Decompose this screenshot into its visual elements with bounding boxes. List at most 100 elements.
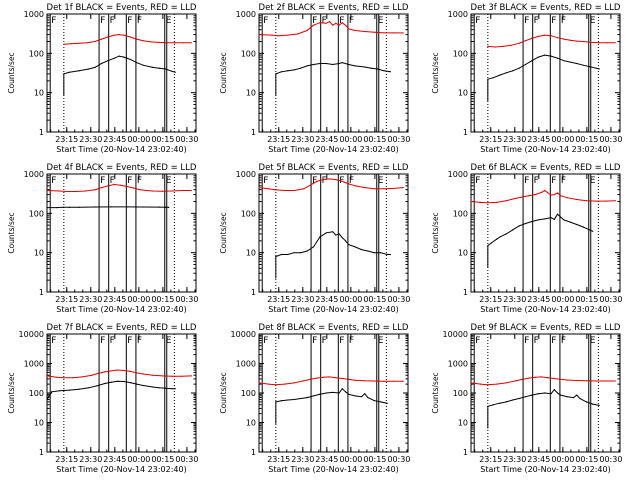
events-point	[275, 73, 277, 75]
lld-point	[540, 191, 543, 194]
events-point	[158, 387, 160, 389]
event-flag-label: F	[51, 336, 56, 346]
y-tick-label: 1000	[236, 10, 256, 19]
events-point	[118, 55, 120, 57]
events-point	[142, 206, 144, 208]
lld-point	[569, 39, 571, 41]
events-point	[505, 233, 507, 235]
lld-point	[46, 375, 48, 377]
x-tick-label: 23:30	[503, 455, 526, 464]
lld-point	[129, 36, 131, 38]
y-tick-label: 10	[34, 89, 44, 98]
event-flag-label: F	[339, 16, 344, 26]
x-tick-label: 23:45	[315, 135, 338, 144]
lld-point	[364, 380, 366, 382]
events-point	[293, 252, 295, 254]
event-flag-label: F	[534, 176, 539, 186]
lld-point	[494, 46, 496, 48]
events-point	[62, 206, 64, 208]
events-point	[386, 402, 388, 404]
events-point	[88, 68, 90, 70]
x-tick-label: 00:30	[175, 295, 198, 304]
lld-point	[123, 34, 125, 36]
lld-point	[86, 42, 88, 44]
lld-point	[550, 194, 552, 196]
panel-title: Det 7f BLACK = Events, RED = LLD	[47, 323, 197, 333]
event-flag-label: F	[551, 336, 556, 346]
lld-point	[190, 375, 192, 377]
lld-point	[373, 31, 375, 33]
lld-point	[271, 34, 273, 36]
event-flag-label: F	[263, 176, 268, 186]
events-point	[63, 73, 65, 75]
events-point	[360, 396, 363, 398]
x-tick-label: 00:00	[339, 135, 362, 144]
event-flag-label: F	[322, 336, 327, 346]
x-tick-label: 23:15	[267, 135, 290, 144]
events-point	[152, 66, 154, 68]
x-tick-label: 00:30	[599, 455, 622, 464]
events-point	[531, 220, 533, 223]
events-point	[380, 252, 382, 254]
x-tick-label: 23:45	[315, 295, 338, 304]
y-tick-label: 1000	[24, 170, 44, 179]
lld-point	[65, 190, 67, 193]
lld-point	[325, 22, 327, 24]
detector-panel: Det 3f BLACK = Events, RED = LLD 1 10 100 10…	[431, 3, 622, 154]
lld-point	[118, 33, 120, 36]
events-point	[174, 388, 176, 390]
y-tick-label: 100	[453, 209, 468, 218]
lld-point	[341, 22, 343, 24]
lld-point	[402, 32, 404, 34]
events-point	[492, 404, 495, 406]
lld-point	[566, 379, 568, 381]
panel-title: Det 5f BLACK = Events, RED = LLD	[259, 163, 409, 173]
y-tick-label: 10	[458, 249, 468, 258]
events-point	[524, 222, 527, 225]
y-tick-label: 1	[463, 288, 468, 297]
events-point	[556, 213, 559, 215]
events-point	[341, 237, 343, 239]
event-flag-label: F	[349, 176, 354, 186]
lld-point	[306, 29, 308, 32]
x-tick-label: 23:15	[479, 295, 502, 304]
event-flag-label: E	[166, 336, 172, 346]
lld-point	[553, 193, 555, 196]
lld-point	[402, 380, 404, 382]
events-point	[537, 56, 539, 58]
event-flag-label: F	[524, 16, 529, 26]
events-point	[158, 67, 160, 69]
x-tick-label: 23:30	[503, 295, 526, 304]
lld-point	[104, 371, 106, 373]
y-tick-label: 100	[241, 209, 256, 218]
lld-point	[274, 189, 276, 191]
lld-point	[180, 375, 183, 377]
lld-point	[97, 372, 99, 375]
lld-point	[46, 189, 48, 192]
x-tick-label: 23:30	[291, 455, 314, 464]
lld-point	[110, 370, 112, 372]
events-point	[287, 399, 289, 401]
events-point	[94, 66, 96, 68]
events-point	[592, 403, 594, 405]
x-tick-label: 23:15	[55, 455, 78, 464]
lld-point	[335, 179, 337, 181]
x-axis-label: Start Time (20-Nov-14 23:02:40)	[268, 305, 398, 314]
x-axis-label: Start Time (20-Nov-14 23:02:40)	[268, 465, 398, 474]
lld-point	[502, 45, 504, 48]
lld-point	[553, 377, 555, 380]
events-point	[164, 68, 167, 70]
x-tick-label: 23:30	[503, 135, 526, 144]
plot-frame	[258, 333, 409, 453]
lld-series-line	[487, 34, 616, 48]
events-point	[487, 245, 489, 247]
events-point	[582, 64, 584, 66]
y-tick-label: 1	[463, 448, 468, 457]
events-point	[152, 386, 154, 388]
events-point	[78, 388, 80, 390]
lld-point	[296, 33, 299, 35]
panel-title: Det 9f BLACK = Events, RED = LLD	[471, 323, 621, 333]
y-axis-label: Counts/sec	[219, 52, 228, 93]
x-tick-label: 23:45	[103, 135, 126, 144]
lld-point	[171, 375, 173, 377]
